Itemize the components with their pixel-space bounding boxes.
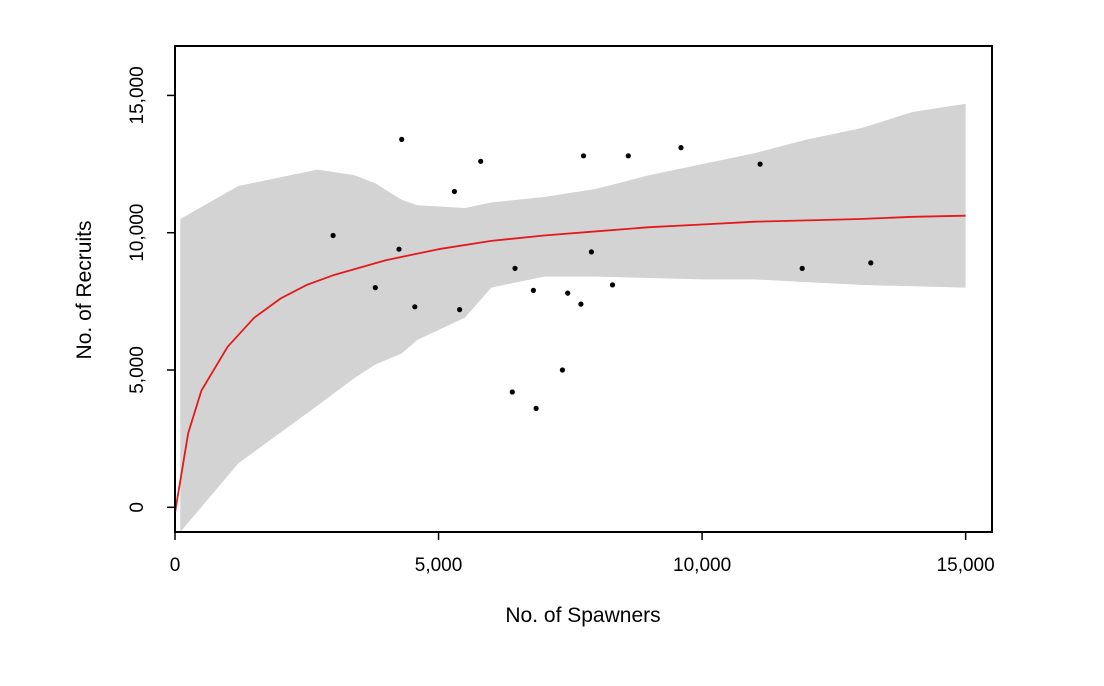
data-point [372,285,378,291]
confidence-band [180,103,966,532]
confidence-band-layer [180,103,966,532]
data-point [457,307,463,313]
data-point [757,161,763,167]
y-tick-label: 15,000 [127,66,148,124]
data-point [509,389,515,395]
data-point [412,304,418,310]
data-point [533,405,539,411]
x-tick-label: 15,000 [937,555,995,576]
data-point [799,265,805,271]
data-point [451,188,457,195]
y-axis-title: No. of Recruits [73,221,96,360]
data-point [512,265,518,271]
y-tick-label: 10,000 [127,204,148,262]
data-point [578,301,584,307]
data-point [868,260,874,266]
data-point [559,367,566,373]
data-point [565,290,571,296]
plot-frame [174,45,993,533]
data-point [588,249,595,255]
data-point [625,153,631,159]
y-axis: 0 5,000 10,000 15,000 [127,66,175,513]
data-point [330,232,336,239]
y-tick-label: 5,000 [127,346,148,394]
data-point [580,153,587,159]
fit-line [175,214,966,513]
data-point [478,158,484,164]
data-points-layer [330,136,874,411]
data-point [399,136,405,142]
data-point [396,246,402,252]
data-point [609,282,616,288]
x-tick-label: 0 [170,555,181,576]
y-tick-label: 0 [127,502,148,513]
x-tick-label: 10,000 [673,555,731,576]
data-point [530,287,537,293]
x-tick-label: 5,000 [415,555,463,576]
x-axis: 0 5,000 10,000 15,000 [170,532,995,576]
fit-line-layer [175,214,966,513]
x-axis-title: No. of Spawners [505,604,660,627]
data-point [678,145,684,151]
